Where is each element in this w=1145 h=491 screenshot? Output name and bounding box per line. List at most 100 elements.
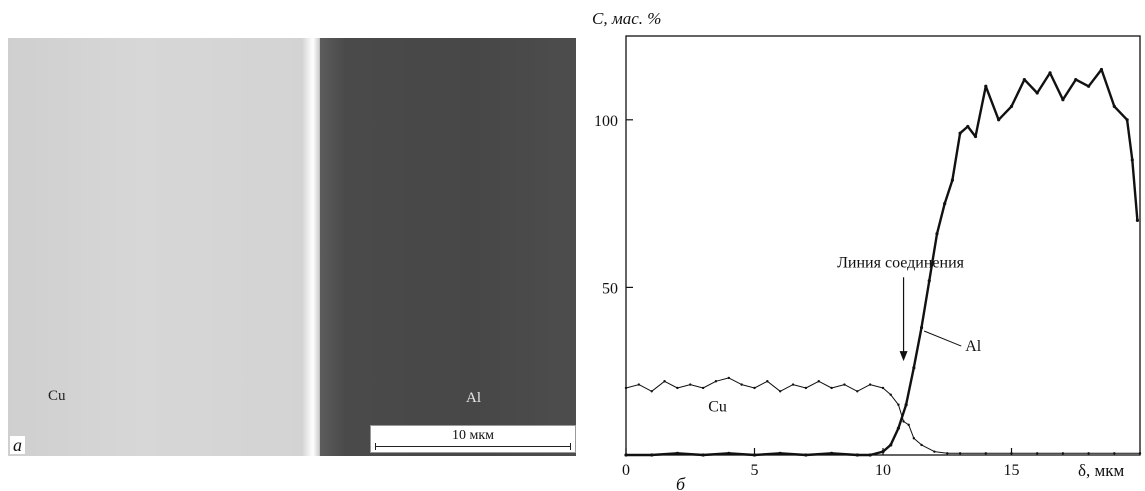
data-point-al	[1130, 158, 1134, 162]
data-point-al	[701, 453, 705, 457]
data-point-cu	[958, 452, 962, 455]
data-point-cu	[753, 386, 756, 390]
data-point-al	[752, 453, 757, 457]
data-point-al	[1061, 98, 1065, 102]
data-point-cu	[881, 386, 885, 390]
data-point-al	[1112, 104, 1116, 108]
data-point-al	[855, 453, 859, 457]
al-region-label: Al	[466, 390, 481, 406]
cu-region-label: Cu	[48, 388, 66, 404]
axis-ticks: 0 5 10 15 50 100	[594, 113, 1020, 479]
data-point-al	[912, 366, 916, 370]
data-point-cu	[843, 383, 846, 386]
data-point-cu	[889, 393, 892, 396]
data-point-al	[1135, 218, 1140, 222]
data-point-al	[958, 131, 962, 135]
data-point-al	[919, 326, 924, 330]
data-point-cu	[856, 390, 859, 393]
panel-letter-b: б	[676, 474, 686, 491]
data-point-al	[927, 279, 931, 283]
data-point-cu	[714, 380, 718, 383]
y-tick-label: 50	[602, 280, 618, 297]
data-point-cu	[676, 386, 679, 390]
data-point-cu	[637, 383, 641, 386]
data-point-cu	[868, 383, 872, 386]
data-point-cu	[946, 452, 949, 455]
data-point-al	[973, 134, 978, 139]
data-point-al	[1035, 91, 1039, 95]
scale-bar-label: 10 мкм	[451, 428, 495, 443]
data-point-cu	[663, 380, 666, 383]
aluminum-region	[320, 38, 576, 456]
data-point-al	[896, 426, 901, 430]
annotations: Cu Линия соединения Al	[708, 254, 982, 415]
data-point-cu	[902, 420, 905, 423]
panel-letter-a: a	[10, 436, 25, 454]
annotation-al: Al	[965, 338, 982, 355]
series-line-cu	[625, 377, 1140, 454]
data-point-cu	[779, 390, 782, 393]
annotation-al-leader	[923, 330, 962, 347]
y-tick-label: 100	[594, 113, 618, 130]
data-point-cu	[624, 386, 628, 390]
scale-bar-line	[375, 446, 571, 447]
data-point-al	[904, 403, 908, 407]
data-point-al	[966, 124, 970, 129]
x-axis-label: δ, мкм	[1078, 461, 1125, 480]
data-point-al	[889, 443, 893, 447]
data-point-al	[778, 451, 782, 455]
data-point-al	[830, 451, 834, 455]
y-axis-label: C, мас. %	[592, 9, 661, 28]
data-point-cu	[650, 390, 653, 393]
data-point-cu	[1138, 452, 1142, 455]
scale-bar-tick-left	[375, 443, 376, 450]
data-point-cu	[1036, 452, 1039, 455]
bond-line-region	[302, 38, 322, 456]
data-point-al	[950, 178, 954, 182]
data-point-al	[650, 453, 654, 457]
data-point-cu	[727, 376, 730, 380]
data-point-cu	[1061, 452, 1065, 455]
data-point-cu	[907, 423, 910, 427]
data-point-cu	[817, 380, 820, 383]
data-point-al	[1022, 77, 1026, 82]
data-point-cu	[1010, 452, 1013, 455]
data-point-al	[1087, 84, 1091, 88]
data-point-al	[1074, 77, 1078, 82]
data-point-cu	[1113, 452, 1116, 455]
data-point-cu	[701, 386, 705, 390]
data-point-al	[1125, 118, 1129, 122]
data-point-al	[624, 453, 628, 457]
scale-bar-tick-right	[570, 443, 571, 450]
scale-bar: 10 мкм	[370, 425, 576, 453]
data-point-cu	[740, 383, 743, 386]
copper-region	[8, 38, 308, 456]
x-tick-label: 10	[875, 462, 891, 479]
data-point-cu	[897, 403, 900, 406]
data-point-al	[675, 451, 679, 455]
data-point-cu	[791, 383, 795, 386]
data-point-al	[1009, 104, 1014, 108]
data-point-al	[943, 202, 947, 206]
annotation-arrow-head	[899, 351, 908, 362]
data-point-al	[868, 453, 872, 457]
data-point-cu	[920, 443, 923, 447]
annotation-bond-line: Линия соединения	[837, 254, 965, 271]
data-point-al	[804, 453, 808, 457]
data-point-al	[1048, 71, 1052, 75]
data-point-cu	[689, 383, 692, 386]
data-point-al	[1099, 67, 1104, 72]
data-point-al	[881, 450, 885, 454]
data-point-cu	[804, 386, 808, 390]
data-point-al	[997, 118, 1001, 122]
data-point-cu	[933, 450, 936, 453]
series-label-cu: Cu	[708, 398, 727, 415]
data-point-al	[984, 84, 988, 88]
sem-micrograph: Cu Al 10 мкм a	[8, 38, 576, 456]
x-tick-label: 5	[751, 462, 759, 479]
data-point-al	[727, 451, 731, 455]
concentration-profile-chart: C, мас. % δ, мкм б 0 5 10 15 50 100 Cu Линия с…	[592, 9, 1142, 491]
data-point-cu	[830, 386, 833, 390]
x-tick-label: 15	[1004, 462, 1020, 479]
data-point-cu	[984, 452, 987, 455]
